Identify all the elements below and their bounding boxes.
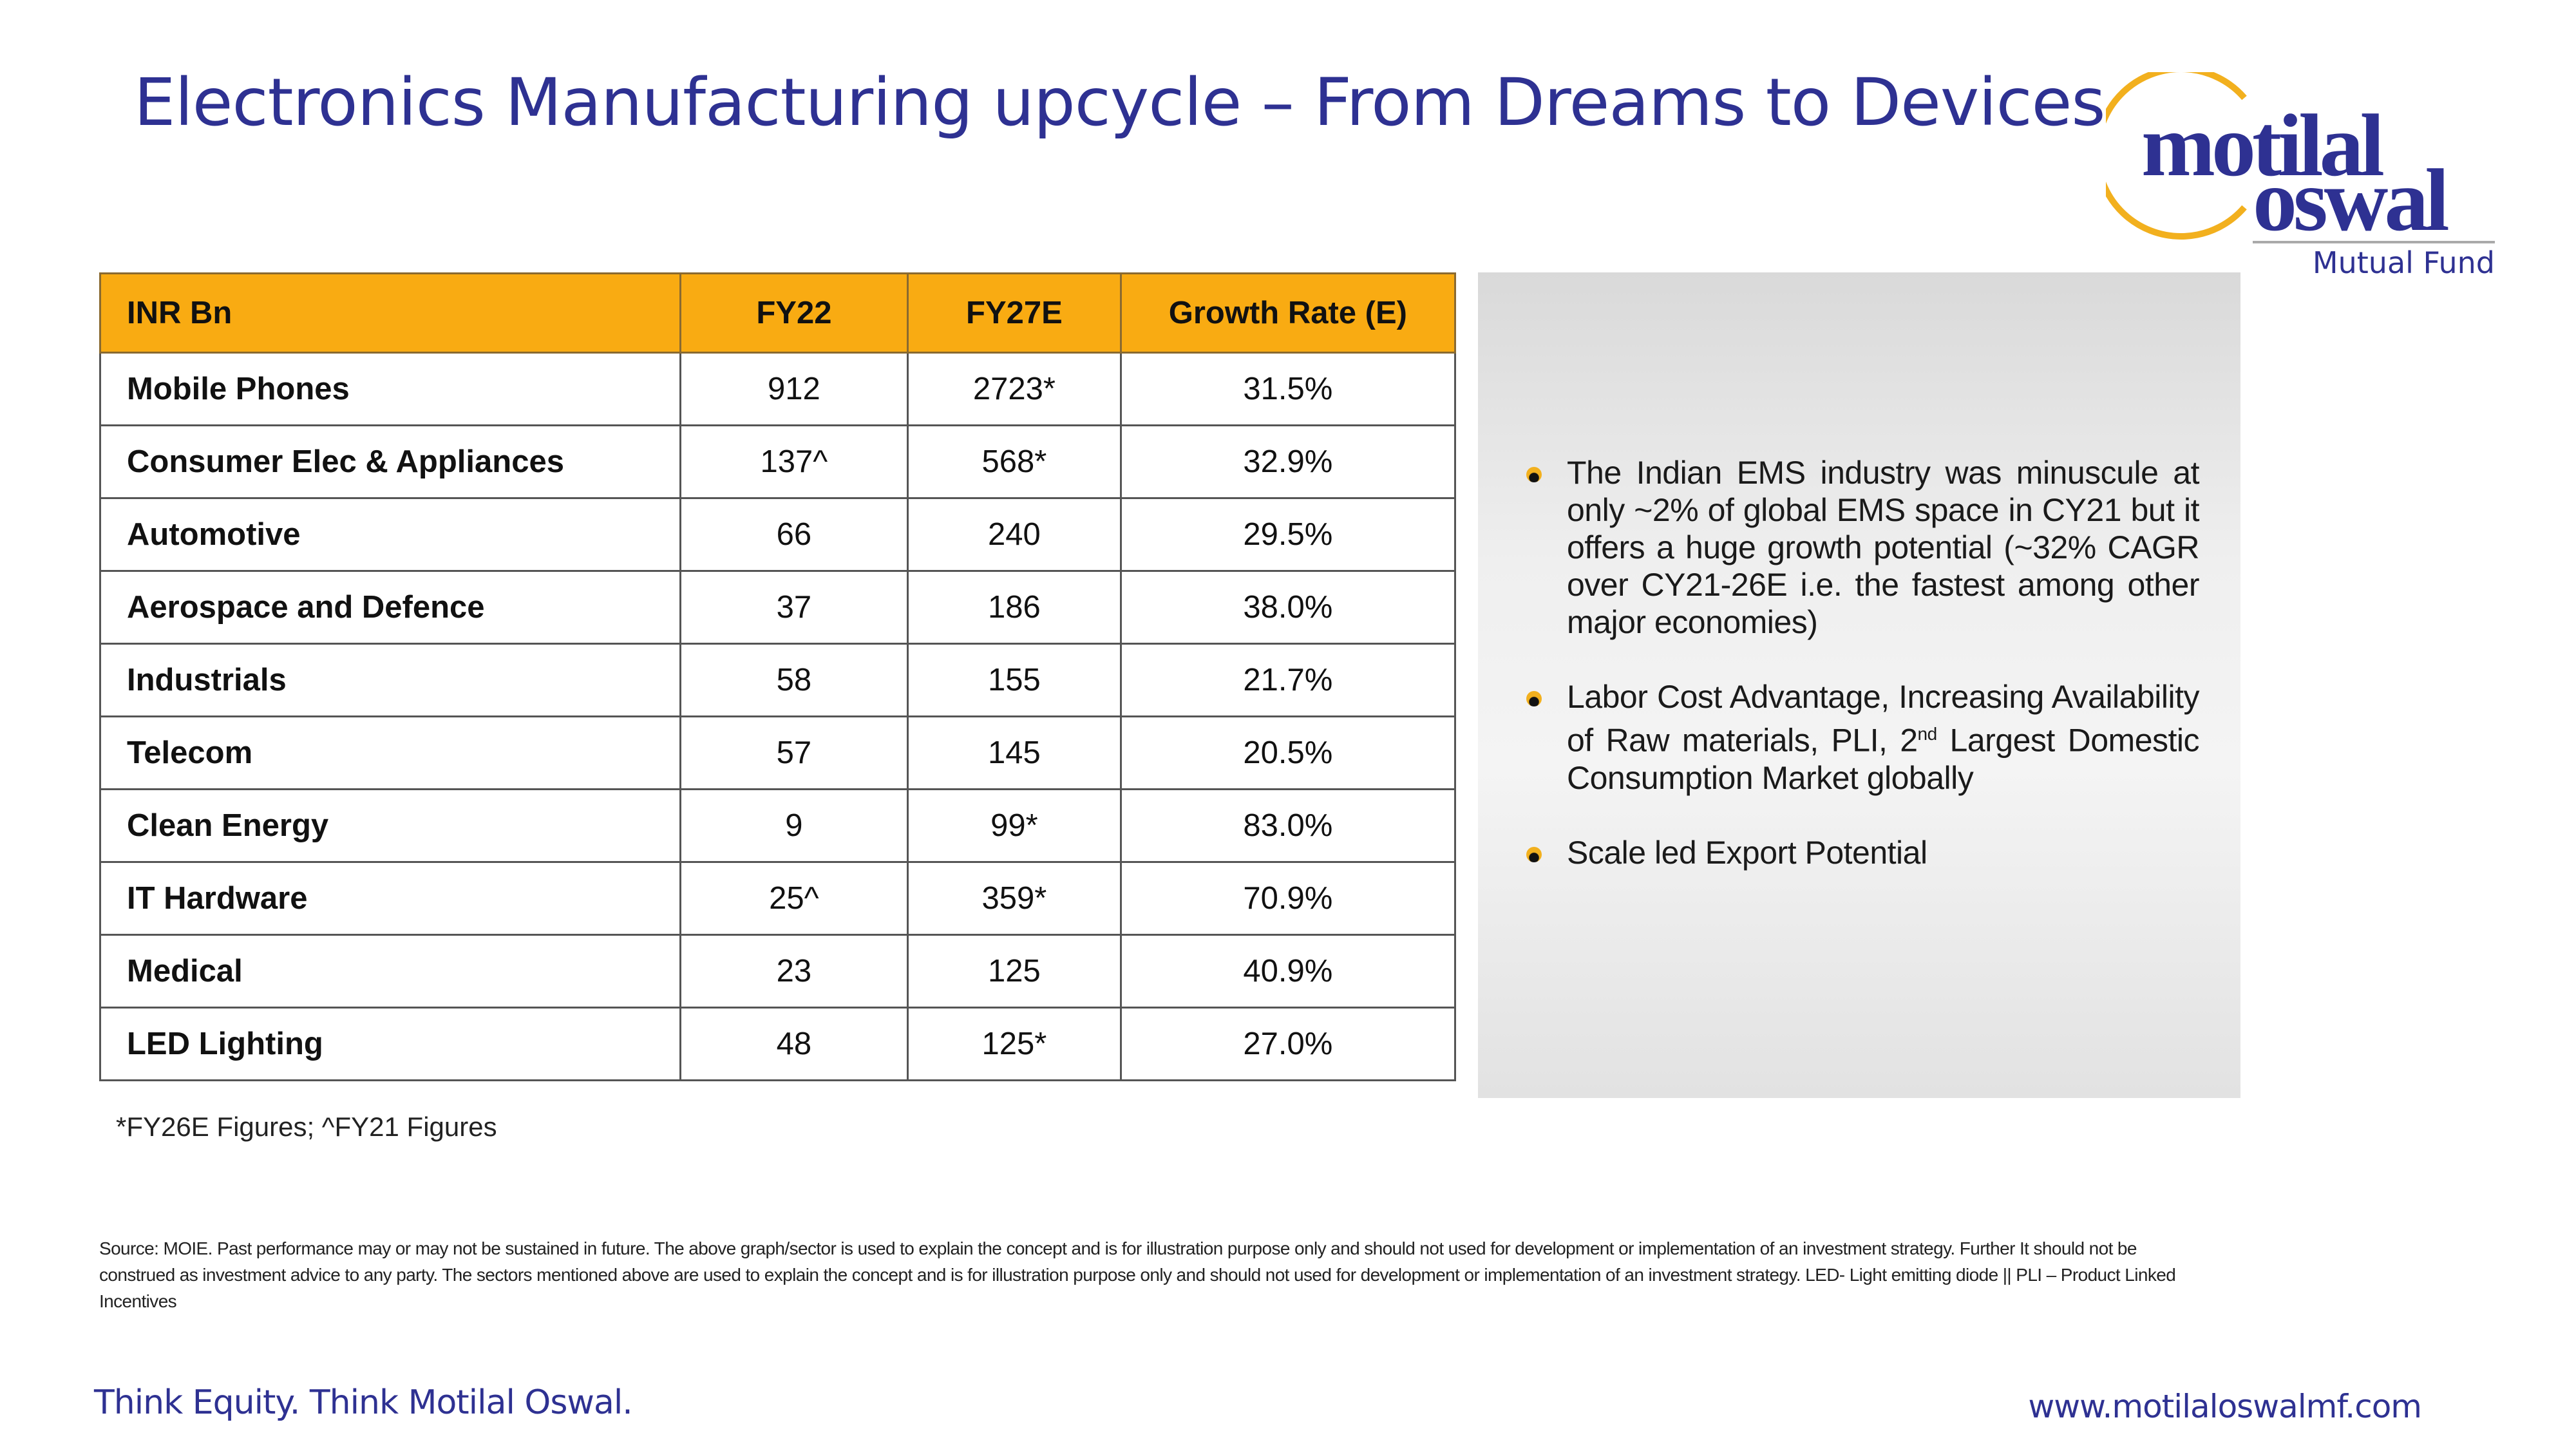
sector-name: Automotive bbox=[99, 497, 681, 572]
motilal-oswal-logo: motilal oswal Mutual Fund bbox=[2106, 72, 2495, 278]
table-row: LED Lighting 48 125* 27.0% bbox=[99, 1007, 1457, 1081]
bullet-text: Scale led Export Potential bbox=[1567, 834, 1927, 871]
fy27e-value: 186 bbox=[907, 570, 1122, 645]
fy22-value: 23 bbox=[679, 934, 909, 1009]
sector-name: IT Hardware bbox=[99, 861, 681, 936]
page-title: Electronics Manufacturing upcycle – From… bbox=[134, 64, 2106, 141]
sector-name: Industrials bbox=[99, 643, 681, 717]
growth-rate-value: 21.7% bbox=[1119, 643, 1457, 717]
growth-rate-value: 83.0% bbox=[1119, 788, 1457, 863]
table-row: Aerospace and Defence 37 186 38.0% bbox=[99, 570, 1457, 645]
fy27e-value: 99* bbox=[907, 788, 1122, 863]
fy22-value: 37 bbox=[679, 570, 909, 645]
highlights-list: The Indian EMS industry was minuscule at… bbox=[1526, 454, 2200, 909]
header-growth-rate: Growth Rate (E) bbox=[1119, 272, 1457, 354]
growth-rate-value: 20.5% bbox=[1119, 715, 1457, 790]
sector-name: Mobile Phones bbox=[99, 352, 681, 426]
sector-name: Consumer Elec & Appliances bbox=[99, 424, 681, 499]
bullet-icon bbox=[1526, 467, 1542, 482]
fy27e-value: 125* bbox=[907, 1007, 1122, 1081]
table-row: Industrials 58 155 21.7% bbox=[99, 643, 1457, 717]
sector-name: LED Lighting bbox=[99, 1007, 681, 1081]
fy27e-value: 125 bbox=[907, 934, 1122, 1009]
growth-rate-value: 40.9% bbox=[1119, 934, 1457, 1009]
table-row: Consumer Elec & Appliances 137^ 568* 32.9% bbox=[99, 424, 1457, 499]
sector-table: INR Bn FY22 FY27E Growth Rate (E) Mobile… bbox=[99, 272, 1457, 1081]
bullet-text: The Indian EMS industry was minuscule at… bbox=[1567, 455, 2200, 640]
growth-rate-value: 32.9% bbox=[1119, 424, 1457, 499]
growth-rate-value: 29.5% bbox=[1119, 497, 1457, 572]
fy27e-value: 240 bbox=[907, 497, 1122, 572]
growth-rate-value: 70.9% bbox=[1119, 861, 1457, 936]
footer-website-link[interactable]: www.motilaloswalmf.com bbox=[2028, 1388, 2422, 1425]
bullet-icon bbox=[1526, 691, 1542, 706]
table-header-row: INR Bn FY22 FY27E Growth Rate (E) bbox=[99, 272, 1457, 354]
table-row: Medical 23 125 40.9% bbox=[99, 934, 1457, 1009]
table-row: Telecom 57 145 20.5% bbox=[99, 715, 1457, 790]
fy22-value: 66 bbox=[679, 497, 909, 572]
table-row: Mobile Phones 912 2723* 31.5% bbox=[99, 352, 1457, 426]
bullet-text: Largest Domestic Consumption Market glob… bbox=[1567, 722, 2200, 796]
highlights-panel bbox=[1478, 272, 2240, 1098]
logo-text-oswal: oswal bbox=[2253, 151, 2448, 249]
table-row: IT Hardware 25^ 359* 70.9% bbox=[99, 861, 1457, 936]
list-item: The Indian EMS industry was minuscule at… bbox=[1526, 454, 2200, 641]
header-unit: INR Bn bbox=[99, 272, 681, 354]
table-row: Automotive 66 240 29.5% bbox=[99, 497, 1457, 572]
footer-tagline: Think Equity. Think Motilal Oswal. bbox=[94, 1383, 633, 1422]
list-item: Labor Cost Advantage, Increasing Availab… bbox=[1526, 678, 2200, 797]
fy27e-value: 145 bbox=[907, 715, 1122, 790]
fy22-value: 58 bbox=[679, 643, 909, 717]
fy22-value: 48 bbox=[679, 1007, 909, 1081]
logo-text-motilal: motilal bbox=[2141, 96, 2383, 194]
fy27e-value: 155 bbox=[907, 643, 1122, 717]
logo-text-mutual-fund: Mutual Fund bbox=[2313, 245, 2495, 278]
bullet-text: Labor Cost Advantage, Increasing Availab… bbox=[1567, 679, 2200, 759]
sector-name: Aerospace and Defence bbox=[99, 570, 681, 645]
table-footnote: *FY26E Figures; ^FY21 Figures bbox=[116, 1112, 497, 1142]
growth-rate-value: 31.5% bbox=[1119, 352, 1457, 426]
fy22-value: 57 bbox=[679, 715, 909, 790]
sector-name: Telecom bbox=[99, 715, 681, 790]
table-row: Clean Energy 9 99* 83.0% bbox=[99, 788, 1457, 863]
header-fy22: FY22 bbox=[679, 272, 909, 354]
fy22-value: 912 bbox=[679, 352, 909, 426]
fy22-value: 9 bbox=[679, 788, 909, 863]
bullet-icon bbox=[1526, 846, 1542, 862]
list-item: Scale led Export Potential bbox=[1526, 834, 2199, 871]
growth-rate-value: 38.0% bbox=[1119, 570, 1457, 645]
fy27e-value: 568* bbox=[907, 424, 1122, 499]
fy27e-value: 359* bbox=[907, 861, 1122, 936]
sector-name: Medical bbox=[99, 934, 681, 1009]
header-fy27e: FY27E bbox=[907, 272, 1122, 354]
fy22-value: 25^ bbox=[679, 861, 909, 936]
superscript: nd bbox=[1917, 724, 1938, 744]
growth-rate-value: 27.0% bbox=[1119, 1007, 1457, 1081]
fy22-value: 137^ bbox=[679, 424, 909, 499]
source-disclaimer: Source: MOIE. Past performance may or ma… bbox=[99, 1238, 2176, 1311]
sector-name: Clean Energy bbox=[99, 788, 681, 863]
fy27e-value: 2723* bbox=[907, 352, 1122, 426]
